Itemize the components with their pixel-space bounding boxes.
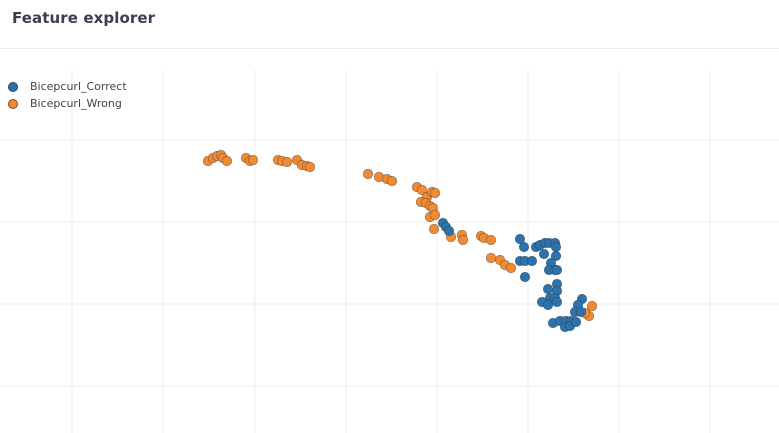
data-point[interactable] (551, 296, 563, 308)
data-point[interactable] (485, 234, 497, 246)
data-point[interactable] (221, 155, 233, 167)
data-point[interactable] (429, 209, 441, 221)
data-point[interactable] (443, 225, 455, 237)
scatter-plot[interactable] (0, 50, 779, 433)
data-point[interactable] (362, 168, 374, 180)
data-point[interactable] (457, 234, 469, 246)
app-header: Feature explorer (0, 0, 779, 49)
data-point[interactable] (281, 156, 293, 168)
data-point[interactable] (304, 161, 316, 173)
data-point[interactable] (505, 262, 517, 274)
data-point[interactable] (550, 250, 562, 262)
data-point[interactable] (550, 241, 562, 253)
legend-label-correct: Bicepcurl_Correct (30, 80, 127, 93)
data-point[interactable] (542, 299, 554, 311)
data-point[interactable] (575, 306, 587, 318)
legend-label-wrong: Bicepcurl_Wrong (30, 97, 122, 110)
data-point[interactable] (518, 241, 530, 253)
data-point[interactable] (542, 283, 554, 295)
legend-marker-correct (8, 81, 18, 92)
data-point[interactable] (519, 271, 531, 283)
data-point[interactable] (485, 252, 497, 264)
data-point[interactable] (570, 316, 582, 328)
data-point[interactable] (551, 264, 563, 276)
data-point[interactable] (429, 187, 441, 199)
data-point[interactable] (416, 184, 428, 196)
data-point[interactable] (526, 255, 538, 267)
data-point[interactable] (514, 233, 526, 245)
chart-legend[interactable]: Bicepcurl_Correct Bicepcurl_Wrong (8, 78, 127, 112)
plot-points (202, 149, 598, 333)
plot-grid (0, 70, 779, 433)
data-point[interactable] (586, 300, 598, 312)
data-point[interactable] (538, 248, 550, 260)
legend-item-correct[interactable]: Bicepcurl_Correct (8, 78, 127, 95)
legend-marker-wrong (8, 98, 18, 109)
data-point[interactable] (247, 154, 259, 166)
data-point[interactable] (428, 223, 440, 235)
page-title: Feature explorer (12, 9, 156, 27)
legend-item-wrong[interactable]: Bicepcurl_Wrong (8, 95, 127, 112)
data-point[interactable] (386, 175, 398, 187)
